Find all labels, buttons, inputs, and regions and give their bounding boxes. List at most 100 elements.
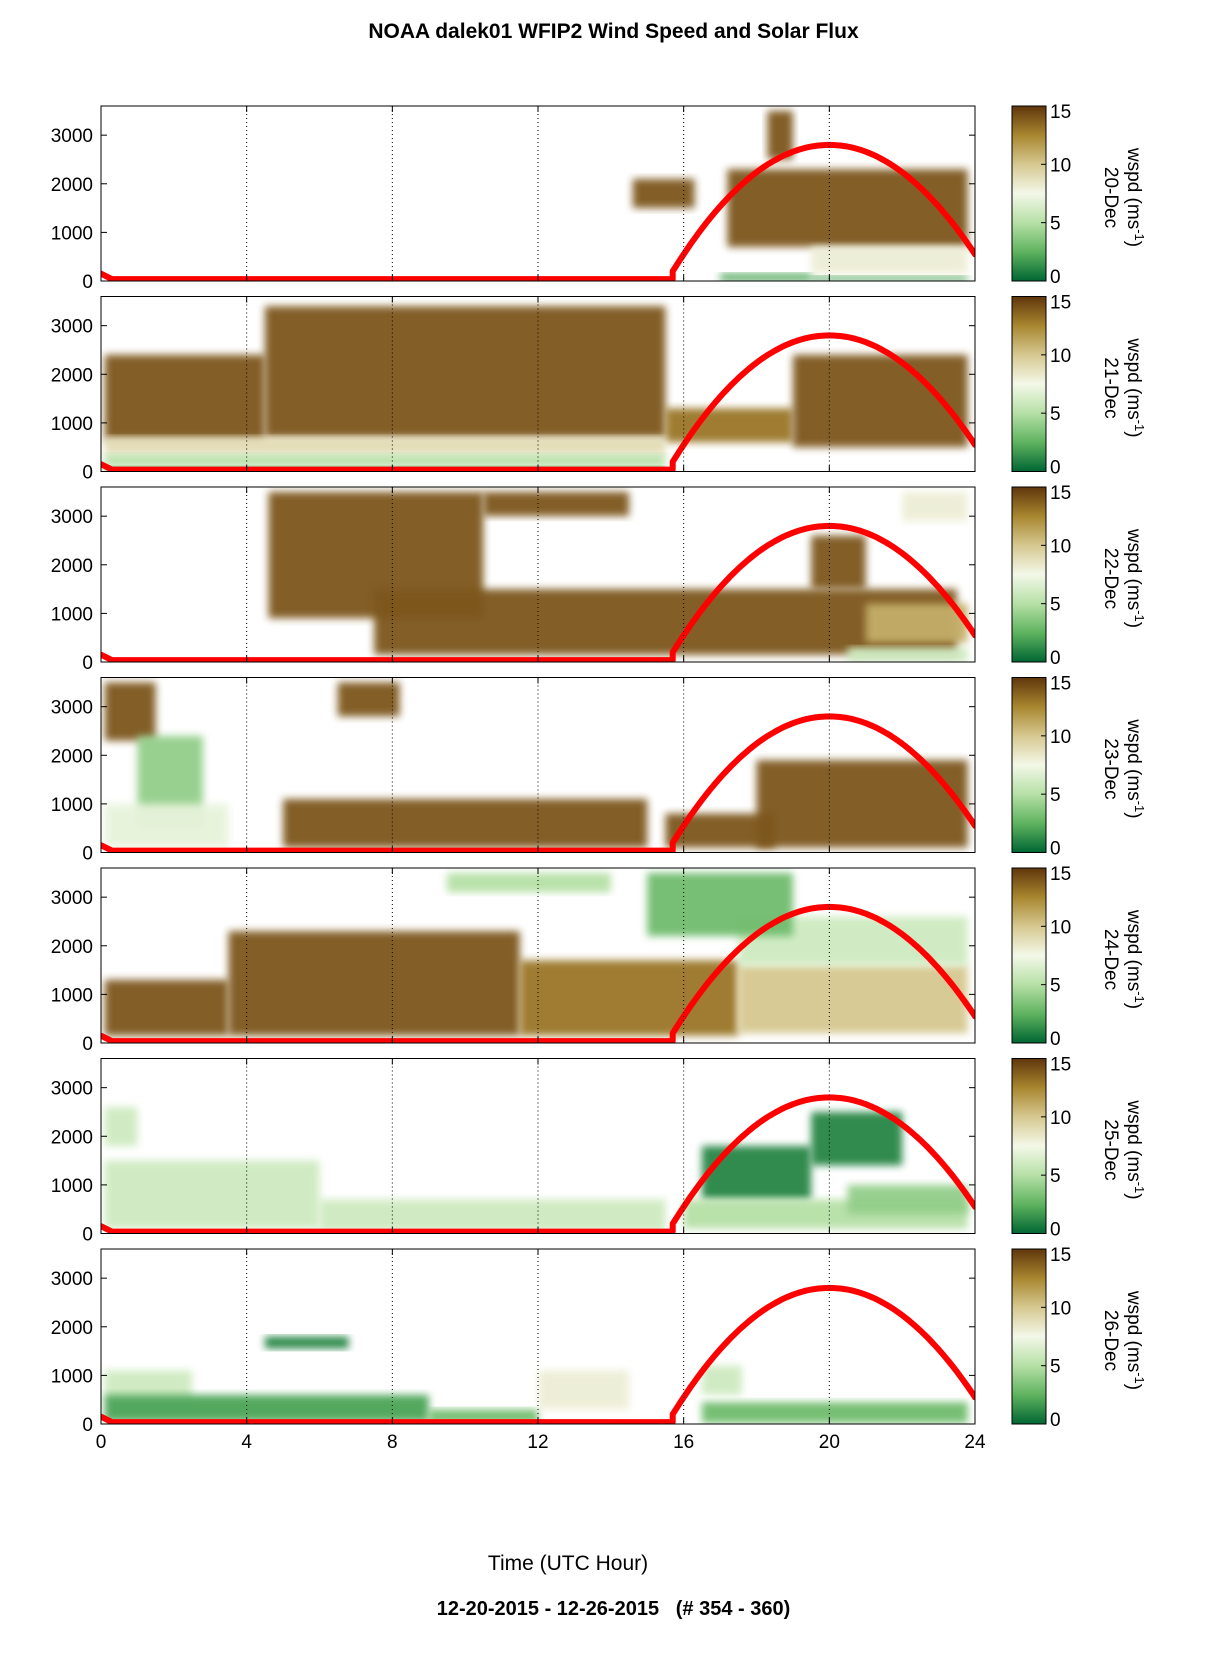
- panel-content: [101, 110, 975, 281]
- wspd-region-3: [811, 246, 968, 274]
- colorbar-tick-label: 5: [1050, 1357, 1061, 1378]
- y-tick-label: 1000: [51, 1366, 93, 1387]
- panel-date-label: 21-Dec: [1100, 357, 1121, 418]
- colorbar-tick-label: 10: [1050, 727, 1071, 748]
- colorbar-tick-label: 5: [1050, 976, 1061, 997]
- colorbar-label-close: ): [1123, 622, 1144, 628]
- colorbar-tick-label: 15: [1050, 1055, 1071, 1076]
- panel-content: [101, 1094, 975, 1234]
- wspd-region-5: [701, 1402, 968, 1424]
- y-tick-label: 0: [82, 653, 93, 674]
- colorbar-label-exp: -1: [1133, 1372, 1148, 1384]
- colorbar-label-close: ): [1123, 431, 1144, 437]
- colorbar-tick-label: 5: [1050, 595, 1061, 616]
- wspd-region-0: [104, 1160, 320, 1229]
- x-tick-label: 16: [673, 1432, 694, 1453]
- wspd-region-1: [483, 491, 630, 517]
- colorbar-tick-label: 10: [1050, 346, 1071, 367]
- wspd-region-4: [104, 437, 666, 455]
- panel-date-label: 22-Dec: [1100, 548, 1121, 609]
- solar-flux-curve: [101, 522, 975, 662]
- colorbar-gradient: [1011, 1058, 1047, 1234]
- colorbar-label-close: ): [1123, 1384, 1144, 1390]
- wspd-region-2: [104, 803, 229, 848]
- colorbar-gradient: [1011, 1248, 1047, 1425]
- figure-title: NOAA dalek01 WFIP2 Wind Speed and Solar …: [368, 20, 859, 43]
- panel-date-label: 26-Dec: [1100, 1310, 1121, 1371]
- y-tick-label: 2000: [51, 937, 93, 958]
- colorbar-tick-label: 15: [1050, 102, 1071, 123]
- wspd-region-4: [865, 603, 968, 643]
- wspd-region-2: [519, 960, 739, 1036]
- colorbar-label-close: ): [1123, 1193, 1144, 1199]
- colorbar-tick-label: 15: [1050, 674, 1071, 695]
- panel-content: [101, 491, 975, 662]
- colorbar-label-close: ): [1123, 241, 1144, 247]
- colorbar-gradient: [1011, 486, 1047, 663]
- colorbar-tick-label: 15: [1050, 293, 1071, 314]
- colorbar-label-exp: -1: [1133, 420, 1148, 432]
- wspd-region-1: [228, 931, 520, 1036]
- x-tick-label: 20: [819, 1432, 840, 1453]
- y-tick-label: 2000: [51, 1318, 93, 1339]
- y-tick-label: 1000: [51, 795, 93, 816]
- y-tick-label: 0: [82, 1415, 93, 1436]
- colorbar-tick-label: 0: [1050, 458, 1061, 479]
- colorbar-gradient: [1011, 867, 1047, 1044]
- colorbar-label: wspd (ms-1): [1123, 909, 1148, 1009]
- wspd-region-6: [446, 872, 611, 893]
- y-tick-label: 0: [82, 272, 93, 293]
- y-tick-label: 0: [82, 844, 93, 865]
- y-tick-label: 3000: [51, 698, 93, 719]
- colorbar-label-exp: -1: [1133, 229, 1148, 241]
- footer-date-range: 12-20-2015 - 12-26-2015 (# 354 - 360): [436, 1598, 791, 1620]
- y-tick-label: 2000: [51, 556, 93, 577]
- wspd-region-2: [374, 589, 957, 655]
- colorbar-label-main: wspd (ms: [1123, 718, 1144, 800]
- colorbar-label: wspd (ms-1): [1123, 337, 1148, 437]
- wspd-region-6: [337, 682, 400, 717]
- colorbar-tick-label: 15: [1050, 1245, 1071, 1266]
- colorbar-tick-label: 5: [1050, 785, 1061, 806]
- colorbar-label-exp: -1: [1133, 991, 1148, 1003]
- y-tick-label: 3000: [51, 126, 93, 147]
- wspd-region-2: [665, 408, 793, 443]
- solar-flux-curve: [101, 141, 975, 281]
- colorbar-label-close: ): [1123, 1003, 1144, 1009]
- colorbar-tick-label: 15: [1050, 864, 1071, 885]
- colorbar-tick-label: 0: [1050, 267, 1061, 288]
- wspd-region-3: [283, 799, 648, 848]
- wspd-region-5: [104, 454, 666, 467]
- wspd-region-1: [104, 1394, 429, 1422]
- wspd-region-3: [738, 965, 968, 1034]
- y-tick-label: 3000: [51, 1269, 93, 1290]
- colorbar-tick-label: 0: [1050, 648, 1061, 669]
- solar-flux-curve: [101, 332, 975, 472]
- panel-date-label: 24-Dec: [1100, 929, 1121, 990]
- colorbar-label-exp: -1: [1133, 801, 1148, 813]
- colorbar-label-exp: -1: [1133, 1182, 1148, 1194]
- y-tick-label: 1000: [51, 1176, 93, 1197]
- wspd-region-1: [727, 169, 968, 247]
- colorbar-tick-label: 5: [1050, 214, 1061, 235]
- y-tick-label: 0: [82, 1225, 93, 1246]
- wspd-region-6: [847, 647, 968, 662]
- panel-content: [101, 682, 975, 853]
- y-tick-label: 1000: [51, 414, 93, 435]
- colorbar-label-main: wspd (ms: [1123, 909, 1144, 991]
- colorbar-label-exp: -1: [1133, 610, 1148, 622]
- colorbar-label-main: wspd (ms: [1123, 528, 1144, 610]
- panel-26-Dec: 0 1000 2000 3000 0 4 8 12 16 20 24 0 5 10 15 wspd (ms-1…: [51, 1245, 1148, 1453]
- colorbar-tick-label: 10: [1050, 536, 1071, 557]
- panel-date-label: 20-Dec: [1100, 167, 1121, 228]
